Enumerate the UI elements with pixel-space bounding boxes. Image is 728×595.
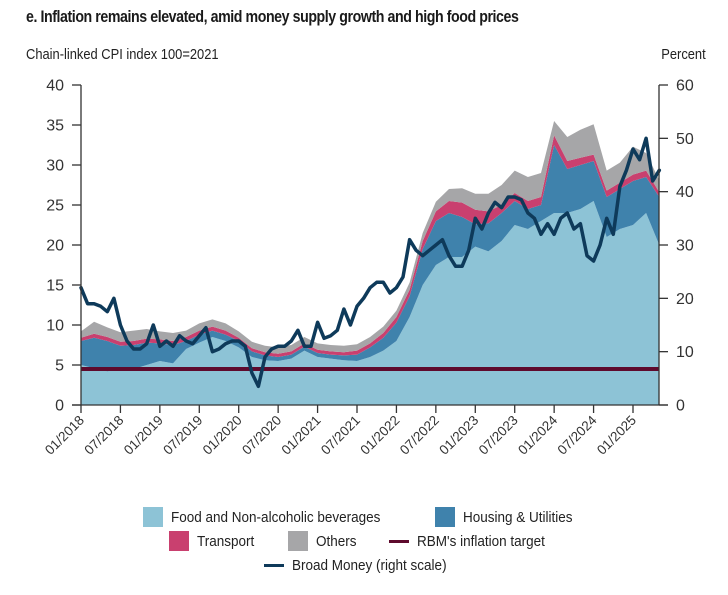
- legend-swatch-housing: [435, 507, 456, 527]
- x-tick-label: 01/2019: [121, 413, 166, 458]
- x-tick-label: 07/2023: [476, 413, 521, 458]
- left-tick-label: 10: [46, 318, 64, 335]
- legend-item-rbm-target: RBM's inflation target: [389, 533, 559, 550]
- area-food-and-non-alcoholic-beverages: [81, 201, 660, 405]
- right-axis-label: Percent: [661, 46, 706, 63]
- right-tick-label: 20: [676, 291, 694, 308]
- x-tick-label: 01/2018: [42, 413, 87, 458]
- line-series: [79, 136, 662, 389]
- legend-label-others: Others: [316, 532, 357, 550]
- broad-money-line: [79, 136, 662, 389]
- chart-plot: 0510152025303540010203040506001/201807/2…: [42, 78, 694, 458]
- x-tick-label: 01/2023: [436, 413, 481, 458]
- legend-label-transport: Transport: [196, 532, 254, 550]
- left-axis-label: Chain-linked CPI index 100=2021: [26, 46, 219, 63]
- left-tick-label: 5: [55, 358, 64, 375]
- area-others: [81, 121, 660, 354]
- x-tick-label: 01/2024: [515, 412, 560, 457]
- left-tick-label: 25: [46, 198, 64, 215]
- left-tick-label: 0: [55, 398, 64, 415]
- right-tick-label: 60: [676, 78, 694, 95]
- area-housing-utilities: [81, 145, 660, 372]
- legend-label-housing: Housing & Utilities: [463, 508, 574, 526]
- legend-item-broad-money: Broad Money (right scale): [264, 557, 464, 574]
- left-tick-label: 20: [46, 238, 64, 255]
- x-tick-label: 07/2024: [555, 412, 600, 457]
- legend-item-food: Food and Non-alcoholic beverages: [142, 507, 404, 527]
- right-tick-label: 0: [676, 398, 685, 415]
- right-tick-label: 50: [676, 131, 694, 148]
- x-tick-label: 07/2020: [239, 413, 284, 458]
- x-tick-label: 01/2025: [594, 413, 639, 458]
- x-tick-label: 07/2019: [160, 413, 205, 458]
- chart-title: e. Inflation remains elevated, amid mone…: [26, 8, 519, 26]
- legend-swatch-others: [288, 531, 309, 551]
- legend-item-housing: Housing & Utilities: [435, 507, 585, 527]
- stacked-areas: [81, 121, 660, 405]
- right-tick-label: 30: [676, 238, 694, 255]
- legend-swatch-transport: [168, 531, 189, 551]
- legend-item-transport: Transport: [168, 531, 261, 551]
- x-tick-label: 07/2018: [81, 413, 126, 458]
- x-tick-label: 01/2022: [357, 413, 402, 458]
- legend-label-food: Food and Non-alcoholic beverages: [170, 508, 381, 526]
- legend-label-rbm-target: RBM's inflation target: [417, 532, 546, 550]
- x-tick-label: 01/2020: [200, 413, 245, 458]
- legend-swatch-food: [142, 507, 163, 527]
- left-tick-label: 30: [46, 158, 64, 175]
- legend-line-rbm-target: [389, 539, 410, 543]
- left-tick-label: 15: [46, 278, 64, 295]
- x-tick-label: 07/2021: [318, 413, 363, 458]
- legend: Food and Non-alcoholic beverages Housing…: [0, 505, 728, 577]
- legend-item-others: Others: [288, 531, 361, 551]
- left-tick-label: 35: [46, 118, 64, 135]
- legend-label-broad-money: Broad Money (right scale): [292, 556, 447, 574]
- x-tick-label: 07/2022: [397, 413, 442, 458]
- right-tick-label: 10: [676, 344, 694, 361]
- x-tick-label: 01/2021: [279, 413, 324, 458]
- left-tick-label: 40: [46, 78, 64, 95]
- right-tick-label: 40: [676, 184, 694, 201]
- legend-line-broad-money: [264, 563, 285, 567]
